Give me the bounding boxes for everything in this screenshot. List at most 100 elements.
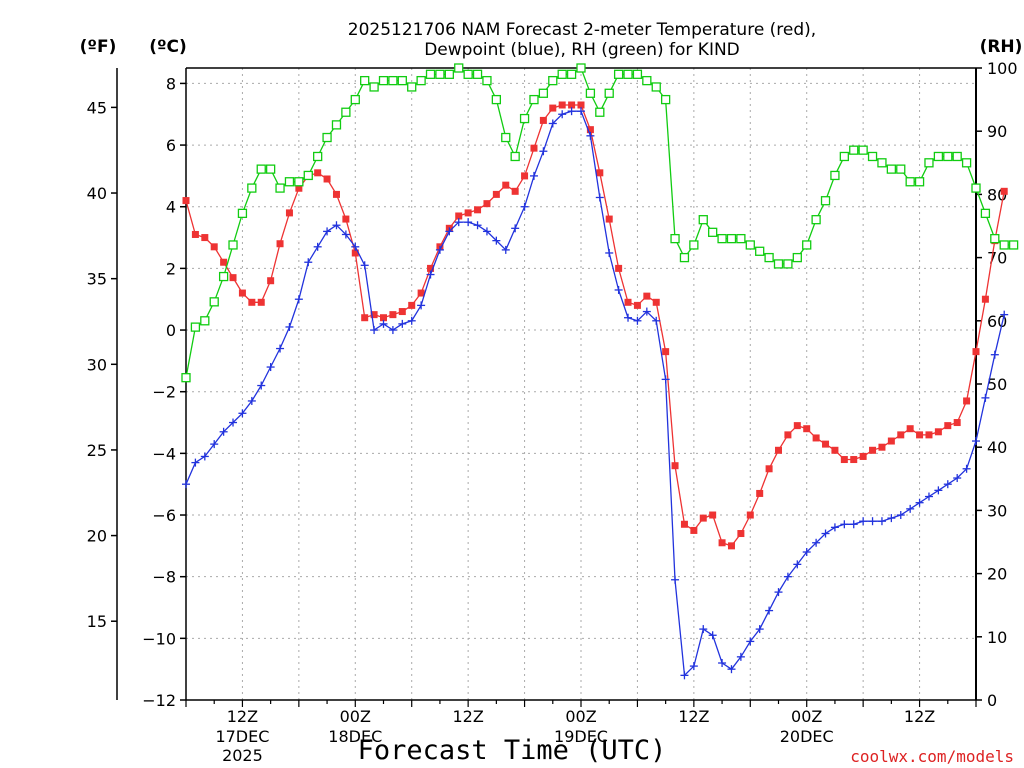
dewpoint-point (906, 504, 915, 513)
temperature-point (539, 116, 547, 124)
rh-point (181, 373, 191, 383)
rh-point (472, 69, 483, 79)
fahrenheit-tick-label: 35 (87, 270, 107, 289)
dewpoint-point (539, 147, 548, 156)
temperature-point (775, 446, 782, 454)
time-tick-label: 00Z (340, 707, 371, 726)
temperature-point (285, 209, 293, 217)
rh-point (632, 69, 643, 79)
fahrenheit-tick-label: 45 (87, 98, 107, 117)
rh-point (623, 69, 633, 79)
celsius-tick-label: −12 (142, 691, 176, 710)
celsius-axis: 8 6 4 2 0 −2 −4 −6 −8 −10 −12 (142, 74, 186, 710)
rh-point (858, 145, 868, 155)
temperature-point (812, 434, 820, 442)
temperature-point (361, 314, 369, 322)
temperature-point (746, 511, 754, 519)
dewpoint-point (247, 396, 256, 405)
temperature-point (840, 456, 848, 464)
temperature-point (981, 295, 989, 303)
celsius-tick-label: 2 (166, 259, 176, 278)
dewpoint-point (567, 107, 576, 116)
temperature-point (568, 101, 576, 109)
temperature-point (887, 437, 895, 445)
rh-point (482, 75, 492, 86)
temperature-point (643, 292, 651, 300)
dewpoint-point (868, 517, 877, 526)
fahrenheit-tick-label: 25 (87, 441, 107, 460)
dewpoint-point (577, 107, 585, 116)
grid (186, 68, 976, 700)
series (181, 63, 1019, 680)
rh-point (595, 107, 605, 117)
dewpoint-point (934, 486, 943, 495)
dewpoint-point (210, 440, 219, 449)
temperature-point (934, 428, 942, 436)
rh-point (284, 177, 295, 187)
temperature-point (615, 264, 623, 272)
rh-point (341, 107, 351, 117)
celsius-tick-label: −10 (142, 629, 176, 648)
fahrenheit-unit-label: (ºF) (80, 37, 117, 57)
rh-tick-label: 30 (987, 501, 1007, 520)
dewpoint-point (830, 523, 839, 532)
dewpoint-point (464, 218, 473, 227)
celsius-tick-label: −6 (152, 506, 176, 525)
dewpoint-point (652, 316, 661, 325)
rh-point (237, 208, 248, 219)
rh-point (792, 252, 802, 263)
temperature-point (906, 425, 914, 433)
rh-point (820, 196, 831, 206)
temperature-point (314, 169, 322, 177)
rh-tick-label: 10 (987, 628, 1007, 647)
rh-point (454, 63, 464, 73)
dewpoint-point (351, 242, 360, 251)
fahrenheit-tick-label: 40 (87, 184, 107, 203)
rh-point (378, 75, 389, 86)
dewpoint-point (924, 492, 933, 501)
rh-point (726, 233, 737, 244)
dewpoint-point (877, 517, 886, 526)
celsius-tick-label: −2 (152, 383, 176, 402)
rh-point (867, 151, 878, 162)
temperature-point (427, 264, 435, 272)
dewpoint-point (943, 480, 952, 489)
dewpoint-point (887, 514, 896, 523)
temperature-point (944, 422, 952, 430)
rh-point (313, 151, 323, 162)
temperature-point (351, 249, 359, 257)
rh-point (802, 240, 812, 250)
rh-point (933, 151, 944, 162)
x-axis-label: Forecast Time (UTC) (358, 735, 667, 766)
rh-point (689, 240, 699, 250)
rh-point (501, 132, 511, 143)
rh-tick-label: 90 (987, 122, 1007, 141)
temperature-point (756, 489, 764, 497)
rh-tick-label: 70 (987, 249, 1007, 268)
temperature-point (690, 526, 698, 534)
rh-point (491, 94, 502, 105)
dewpoint-point (257, 381, 266, 390)
rh-point (717, 233, 727, 244)
dewpoint-point (990, 350, 999, 359)
dewpoint-point (332, 221, 341, 230)
temperature-point (671, 462, 679, 470)
temperature-point (869, 446, 877, 454)
dewpoint-point (699, 625, 708, 634)
temperature-point (916, 431, 924, 439)
celsius-tick-label: 8 (166, 74, 176, 93)
rh-point (350, 94, 360, 105)
rh-point (914, 177, 925, 187)
temperature-series (182, 101, 1008, 550)
temperature-point (727, 542, 735, 550)
rh-point (896, 164, 906, 174)
dewpoint-point (689, 662, 698, 671)
year-tick-label: 2025 (222, 746, 263, 765)
dewpoint-point (708, 631, 717, 640)
rh-point (247, 183, 257, 193)
dewpoint-point (1000, 310, 1009, 319)
dewpoint-point (624, 313, 633, 322)
temperature-point (502, 181, 510, 189)
temperature-point (709, 511, 717, 519)
temperature-point (558, 101, 566, 109)
